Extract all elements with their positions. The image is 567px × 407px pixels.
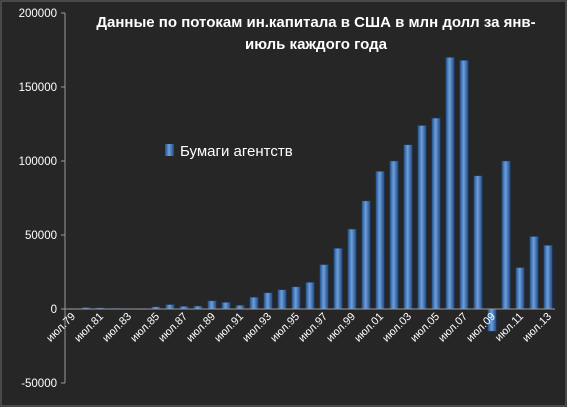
y-tick-label: 50000 — [25, 230, 57, 242]
bar-июл.08 — [473, 175, 483, 310]
bar-июл.92 — [249, 296, 259, 310]
chart-title-line-2: июль каждого года — [245, 36, 388, 53]
bar-июл.02 — [389, 160, 399, 310]
bar-июл.04 — [417, 125, 427, 310]
legend: Бумаги агентств — [165, 143, 293, 160]
bar-июл.01 — [375, 171, 385, 310]
bar-июл.95 — [291, 286, 301, 310]
bar-июл.00 — [361, 200, 371, 310]
y-tick-label: 200000 — [19, 8, 57, 20]
bar-июл.11 — [515, 267, 525, 310]
bar-июл.90 — [221, 302, 231, 310]
bar-июл.97 — [319, 264, 329, 310]
bar-июл.05 — [431, 117, 441, 310]
legend-label: Бумаги агентств — [180, 143, 293, 160]
bar-июл.07 — [459, 60, 469, 310]
bar-июл.98 — [333, 248, 343, 310]
legend-swatch — [165, 144, 174, 156]
bar-июл.13 — [543, 245, 553, 310]
bar-июл.10 — [501, 160, 511, 310]
bar-июл.89 — [207, 300, 217, 310]
bar-июл.93 — [263, 292, 273, 310]
bar-июл.03 — [403, 144, 413, 310]
bar-июл.91 — [235, 305, 245, 310]
chart-title-line-1: Данные по потокам ин.капитала в США в мл… — [96, 14, 535, 31]
bar-июл.06 — [445, 57, 455, 310]
y-tick-label: 0 — [51, 304, 57, 316]
y-tick-label: -50000 — [21, 378, 57, 390]
bar-июл.12 — [529, 236, 539, 310]
bar-июл.96 — [305, 282, 315, 310]
y-tick-label: 100000 — [19, 156, 57, 168]
bar-июл.99 — [347, 228, 357, 310]
bar-июл.94 — [277, 289, 287, 310]
y-tick-label: 150000 — [19, 82, 57, 94]
chart-title: Данные по потокам ин.капитала в США в мл… — [96, 14, 535, 53]
bar-июл.86 — [165, 304, 175, 310]
